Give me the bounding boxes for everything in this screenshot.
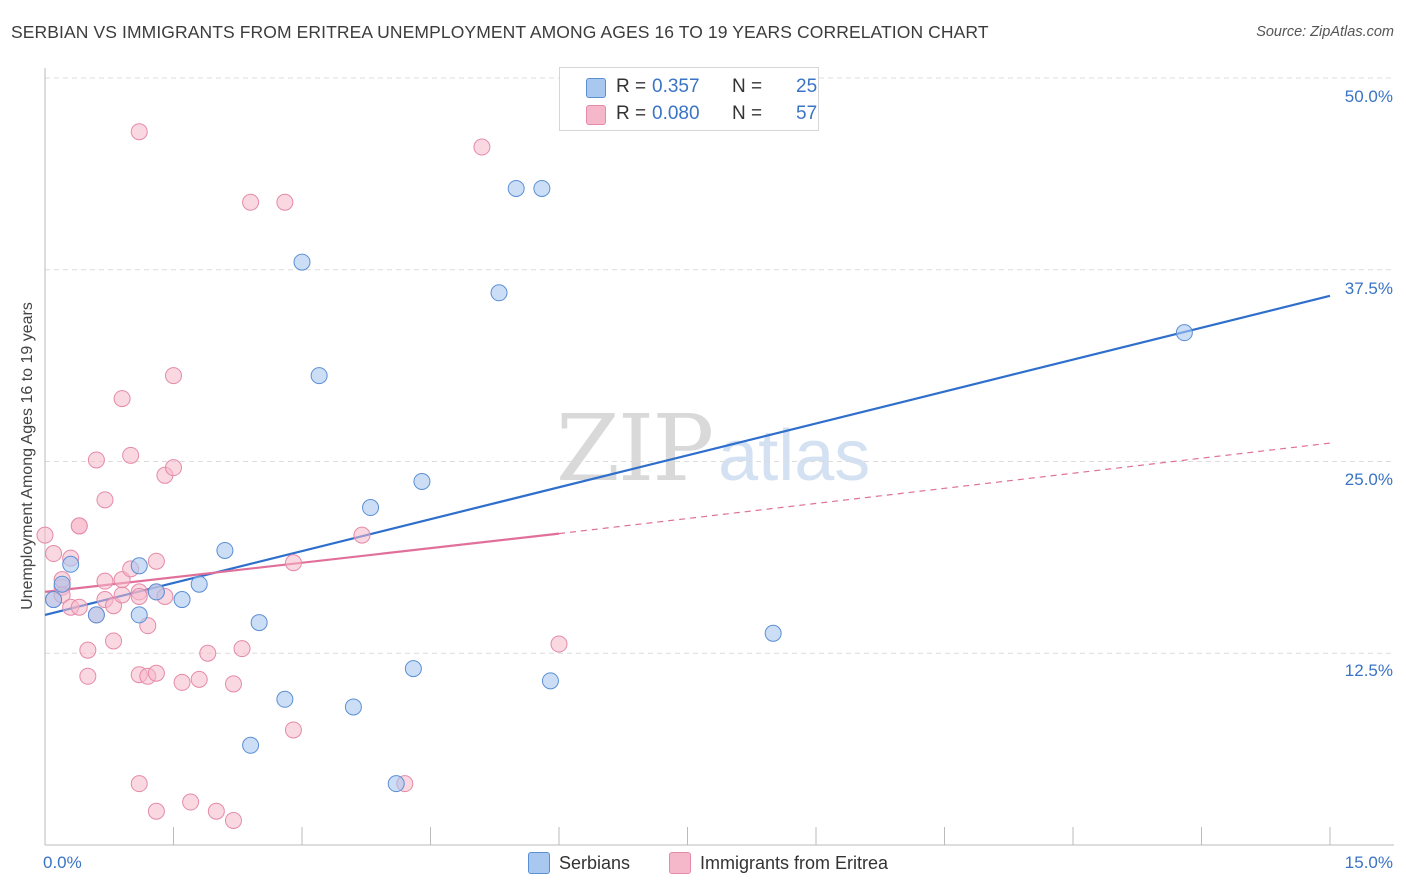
- grid-lines: [45, 77, 1394, 654]
- serbians-point: [130, 557, 148, 575]
- eritrea-point: [79, 667, 97, 685]
- eritrea-point: [96, 491, 114, 509]
- serbians-point: [541, 672, 559, 690]
- eritrea-point: [36, 526, 54, 544]
- eritrea-point: [147, 802, 165, 820]
- serbians-point: [45, 591, 63, 609]
- eritrea-point: [130, 587, 148, 605]
- eritrea-point: [70, 517, 88, 535]
- eritrea-point: [147, 664, 165, 682]
- eritrea-point: [182, 793, 200, 811]
- serbians-point: [242, 736, 260, 754]
- legend-r-label: R =: [616, 103, 647, 124]
- eritrea-point: [276, 193, 294, 211]
- eritrea-point: [473, 138, 491, 156]
- eritrea-point: [284, 554, 302, 572]
- serbians-point: [130, 606, 148, 624]
- legend-r-value-eritrea: 0.080: [652, 103, 700, 124]
- serbians-point: [344, 698, 362, 716]
- eritrea-point: [242, 193, 260, 211]
- eritrea-point: [353, 526, 371, 544]
- serbians-point: [250, 614, 268, 632]
- serbians-trend-line: [44, 294, 1331, 616]
- bottom-legend-swatch-eritrea: [669, 852, 691, 874]
- y-tick-label-25: 25.0%: [1344, 470, 1393, 489]
- bottom-legend-label-eritrea: Immigrants from Eritrea: [700, 853, 889, 873]
- legend-n-value-eritrea: 57: [796, 103, 818, 124]
- x-tick-label-min: 0.0%: [43, 853, 82, 872]
- y-tick-label-37-5: 37.5%: [1344, 279, 1393, 298]
- eritrea-point: [96, 572, 114, 590]
- serbians-point: [216, 541, 234, 559]
- serbians-point: [173, 591, 191, 609]
- eritrea-point: [190, 670, 208, 688]
- serbians-point: [764, 624, 782, 642]
- serbians-point: [190, 575, 208, 593]
- legend-swatch-serbians: [586, 78, 606, 98]
- serbians-point: [62, 555, 80, 573]
- serbians-point: [147, 583, 165, 601]
- serbians-point: [490, 284, 508, 302]
- serbians-point: [387, 775, 405, 793]
- eritrea-point: [113, 390, 131, 408]
- eritrea-point: [113, 586, 131, 604]
- eritrea-point: [284, 721, 302, 739]
- y-tick-label-12-5: 12.5%: [1344, 661, 1393, 680]
- eritrea-trend-extension: [558, 442, 1331, 535]
- eritrea-point: [105, 632, 123, 650]
- eritrea-point: [199, 644, 217, 662]
- y-tick-label-50: 50.0%: [1344, 87, 1393, 106]
- eritrea-point: [207, 802, 225, 820]
- serbians-point: [362, 499, 380, 517]
- serbians-point: [310, 367, 328, 385]
- eritrea-trend-line: [44, 532, 560, 593]
- eritrea-point: [130, 775, 148, 793]
- serbians-point: [276, 690, 294, 708]
- eritrea-point: [147, 552, 165, 570]
- eritrea-point: [87, 451, 105, 469]
- legend-n-value-serbians: 25: [796, 76, 818, 97]
- trend-lines: [44, 294, 1331, 616]
- serbians-point: [87, 606, 105, 624]
- serbians-point: [413, 472, 431, 490]
- serbians-point: [533, 179, 551, 197]
- eritrea-points: [36, 123, 568, 829]
- correlation-legend: R = 0.357 N = 25 R = 0.080 N = 57: [559, 67, 819, 131]
- bottom-legend-label-serbians: Serbians: [559, 853, 631, 873]
- eritrea-point: [224, 675, 242, 693]
- legend-r-label: R =: [616, 76, 647, 97]
- legend-n-label: N =: [732, 76, 763, 97]
- eritrea-point: [45, 545, 63, 563]
- eritrea-point: [550, 635, 568, 653]
- eritrea-point: [173, 673, 191, 691]
- legend-swatch-eritrea: [586, 105, 606, 125]
- serbians-point: [1175, 324, 1193, 342]
- eritrea-point: [165, 459, 182, 477]
- legend-n-label: N =: [732, 103, 763, 124]
- eritrea-point: [122, 446, 140, 464]
- axes: [44, 68, 1394, 846]
- eritrea-point: [130, 123, 148, 141]
- serbians-point: [53, 575, 71, 593]
- bottom-legend-swatch-serbians: [528, 852, 550, 874]
- eritrea-point: [233, 640, 251, 658]
- eritrea-point: [79, 641, 97, 659]
- serbians-points: [45, 179, 1193, 793]
- serbians-point: [507, 179, 525, 197]
- x-tick-label-max: 15.0%: [1344, 853, 1393, 872]
- eritrea-point: [224, 811, 242, 829]
- legend-r-value-serbians: 0.357: [652, 76, 700, 97]
- eritrea-point: [70, 598, 88, 616]
- serbians-point: [293, 253, 311, 271]
- eritrea-point: [165, 367, 182, 385]
- source-label: Source: ZipAtlas.com: [1256, 24, 1394, 40]
- chart-title: SERBIAN VS IMMIGRANTS FROM ERITREA UNEMP…: [11, 22, 989, 42]
- serbians-point: [404, 660, 422, 678]
